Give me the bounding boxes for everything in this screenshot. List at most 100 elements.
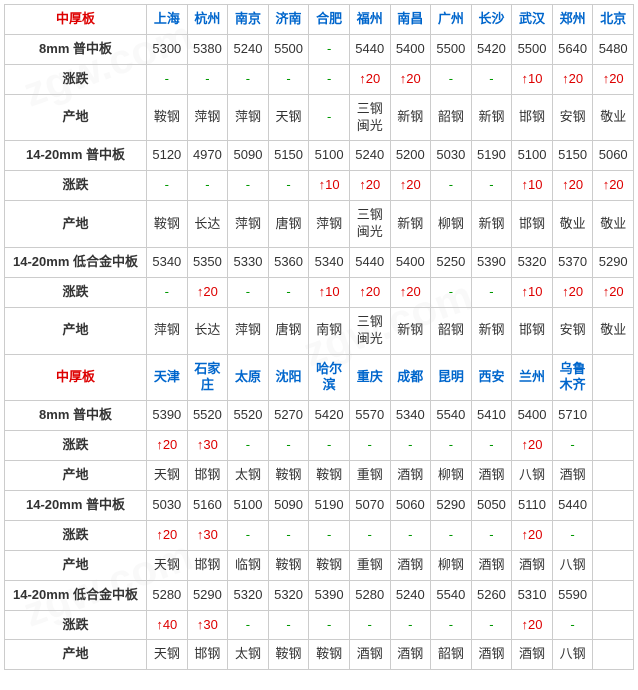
value-cell: 5340 [309,248,350,278]
value-cell: - [552,610,593,640]
value-cell: 鞍钢 [309,461,350,491]
value-cell: 5030 [431,141,472,171]
value-cell: - [268,64,309,94]
value-cell: 太钢 [228,461,269,491]
value-cell [593,610,634,640]
row-label: 8mm 普中板 [5,34,147,64]
city-header: 昆明 [431,354,472,401]
value-cell: - [187,64,228,94]
row-label: 14-20mm 普中板 [5,491,147,521]
value-cell: ↑20 [593,64,634,94]
value-cell: 临钢 [228,550,269,580]
value-cell: 5050 [471,491,512,521]
value-cell: - [471,277,512,307]
value-cell: 天钢 [147,461,188,491]
value-cell: ↑20 [593,171,634,201]
value-cell: - [431,431,472,461]
value-cell: 5390 [471,248,512,278]
value-cell: 5410 [471,401,512,431]
value-cell: 5540 [431,401,472,431]
value-cell: 5120 [147,141,188,171]
value-cell: 5420 [471,34,512,64]
value-cell: 八钢 [552,550,593,580]
city-header: 南京 [228,5,269,35]
value-cell: 5150 [268,141,309,171]
value-cell: 5060 [390,491,431,521]
value-cell: 安钢 [552,307,593,354]
value-cell: 萍钢 [187,94,228,141]
value-cell: ↑20 [512,431,553,461]
value-cell: 敬业 [593,94,634,141]
value-cell: 天钢 [147,550,188,580]
value-cell: 5330 [228,248,269,278]
value-cell: - [309,94,350,141]
value-cell: - [309,64,350,94]
value-cell: - [431,171,472,201]
value-cell: 5320 [228,580,269,610]
value-cell: 萍钢 [309,201,350,248]
value-cell: 5420 [309,401,350,431]
value-cell: 5090 [268,491,309,521]
value-cell: ↑40 [147,610,188,640]
city-header: 石家庄 [187,354,228,401]
value-cell [593,520,634,550]
city-header: 沈阳 [268,354,309,401]
value-cell: 5400 [390,248,431,278]
city-header: 天津 [147,354,188,401]
value-cell: 5440 [349,34,390,64]
value-cell: ↑20 [349,64,390,94]
value-cell: 安钢 [552,94,593,141]
value-cell: ↑20 [187,277,228,307]
value-cell: - [228,64,269,94]
value-cell: - [471,431,512,461]
value-cell: - [552,520,593,550]
value-cell: - [228,171,269,201]
value-cell: 5520 [187,401,228,431]
value-cell: 5090 [228,141,269,171]
value-cell: 八钢 [512,461,553,491]
value-cell: - [228,610,269,640]
value-cell: - [228,431,269,461]
value-cell: 新钢 [390,307,431,354]
value-cell: 邯钢 [512,201,553,248]
value-cell: ↑20 [349,171,390,201]
value-cell: - [309,610,350,640]
value-cell: - [268,520,309,550]
value-cell: 5570 [349,401,390,431]
value-cell: 敬业 [552,201,593,248]
row-label: 涨跌 [5,520,147,550]
value-cell: 韶钢 [431,94,472,141]
value-cell: ↑10 [512,171,553,201]
value-cell: ↑30 [187,610,228,640]
value-cell: ↑20 [512,520,553,550]
value-cell: - [390,610,431,640]
value-cell: ↑20 [390,277,431,307]
value-cell: 萍钢 [147,307,188,354]
value-cell: ↑30 [187,520,228,550]
value-cell: 5290 [187,580,228,610]
value-cell [593,401,634,431]
value-cell: 5400 [512,401,553,431]
value-cell: 5190 [471,141,512,171]
value-cell: 韶钢 [431,307,472,354]
value-cell [593,431,634,461]
value-cell: - [349,520,390,550]
value-cell: ↑20 [390,64,431,94]
value-cell: 5500 [268,34,309,64]
value-cell: ↑20 [512,610,553,640]
value-cell: 天钢 [147,640,188,670]
value-cell [593,550,634,580]
value-cell: 新钢 [471,307,512,354]
value-cell: 5100 [228,491,269,521]
value-cell: - [147,277,188,307]
value-cell: - [471,610,512,640]
value-cell: 柳钢 [431,550,472,580]
value-cell: - [268,171,309,201]
city-header: 合肥 [309,5,350,35]
value-cell: 酒钢 [512,640,553,670]
value-cell: 南钢 [309,307,350,354]
value-cell: 唐钢 [268,307,309,354]
value-cell: 三钢闽光 [349,307,390,354]
value-cell: 酒钢 [349,640,390,670]
city-header: 上海 [147,5,188,35]
